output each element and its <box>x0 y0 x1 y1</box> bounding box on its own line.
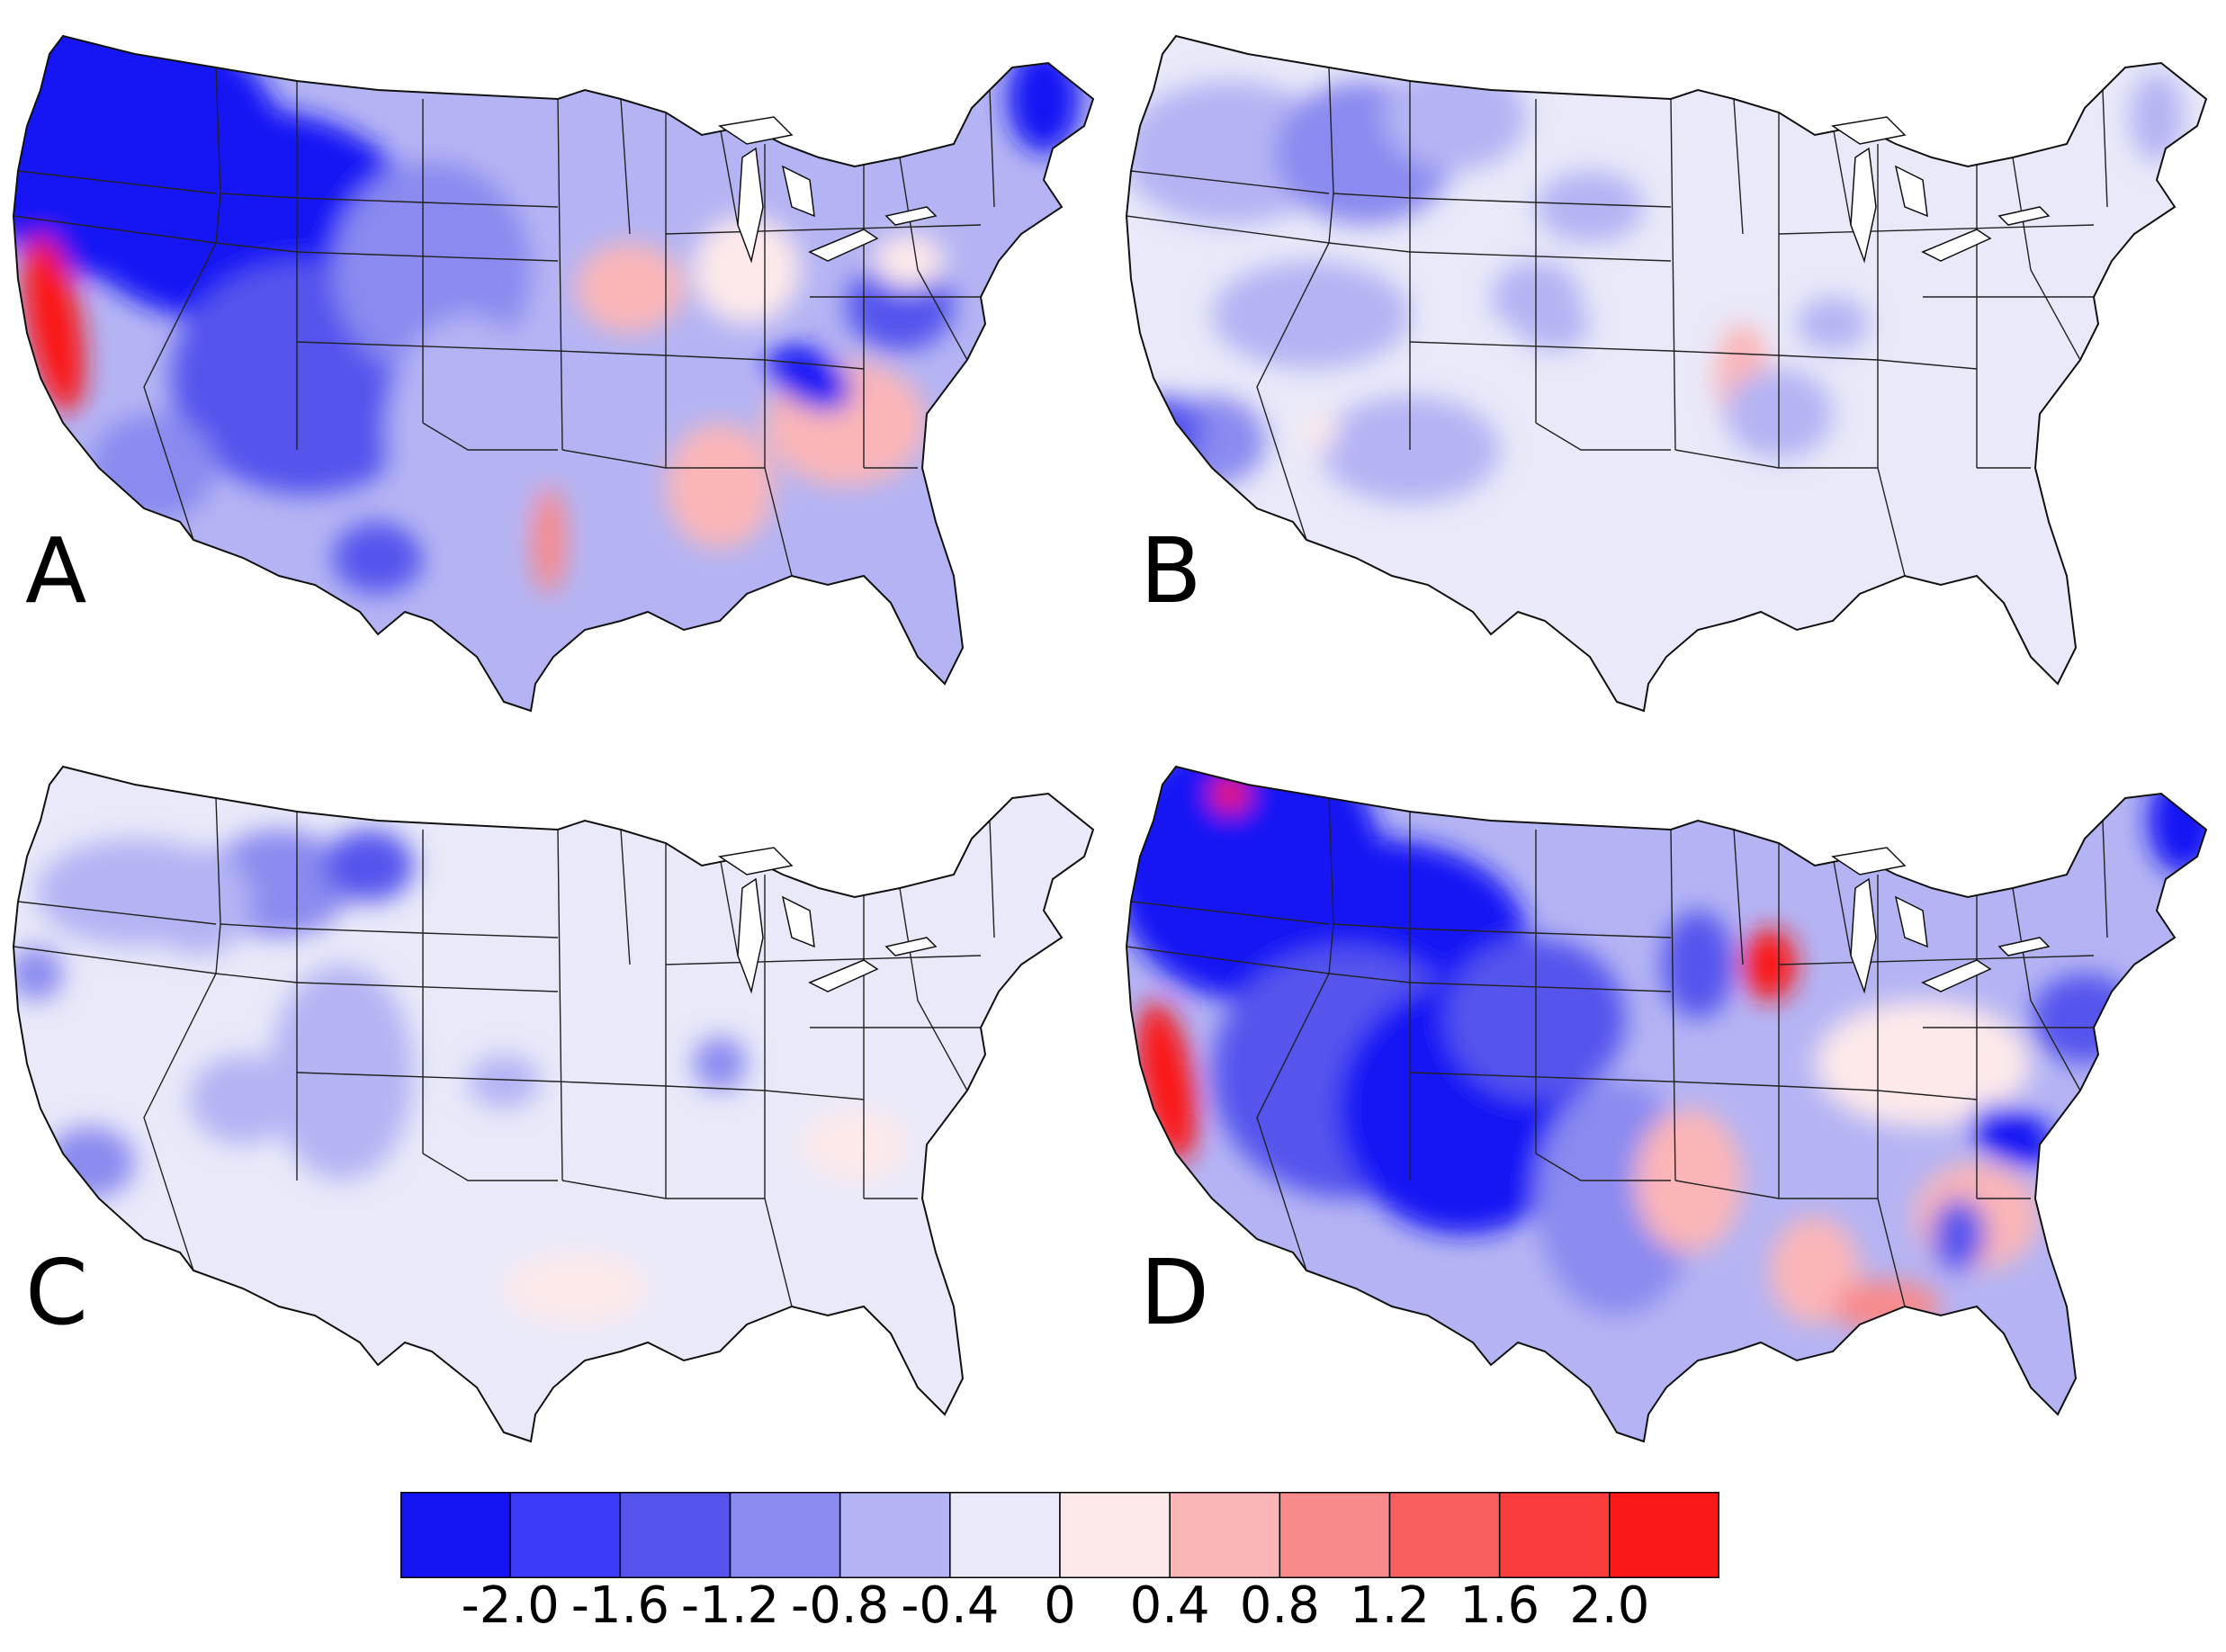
anomaly-patch <box>189 1055 297 1145</box>
map-b-svg <box>1125 34 2208 713</box>
panel-label-d: D <box>1140 1240 1210 1345</box>
map-panel-d: D <box>1113 731 2226 1461</box>
great-lakes <box>718 847 938 994</box>
anomaly-patch <box>693 216 801 324</box>
colorbar-swatch <box>1498 1492 1611 1578</box>
colorbar-swatch <box>400 1492 511 1578</box>
map-panel-c: C <box>0 731 1113 1461</box>
anomaly-patch <box>504 1252 648 1324</box>
colorbar-swatch <box>619 1492 732 1578</box>
colorbar-swatch <box>1059 1492 1171 1578</box>
great-lakes <box>718 116 938 264</box>
anomaly-patch <box>387 315 549 549</box>
anomaly-patch <box>666 423 774 549</box>
colorbar-tick-label: -1.6 <box>570 1576 669 1635</box>
anomaly-patch <box>468 1055 540 1109</box>
anomaly-patch <box>1635 1109 1743 1252</box>
anomaly-patch <box>1518 297 1590 351</box>
anomaly-patch <box>576 243 684 333</box>
colorbar-swatch <box>839 1492 951 1578</box>
state-boundaries <box>1126 797 2108 1307</box>
state-boundaries <box>1126 67 2108 577</box>
panel-label-a: A <box>25 518 87 624</box>
colorbar-tick-labels: -2.0 -1.6 -1.2 -0.8 -0.4 0 0.4 0.8 1.2 1.6 2.0 <box>0 1576 2226 1648</box>
panel-label-b: B <box>1140 518 1202 624</box>
anomaly-patch <box>13 947 63 1001</box>
map-d-svg <box>1125 765 2208 1443</box>
anomaly-patch <box>270 965 414 1181</box>
anomaly-patch <box>90 414 216 522</box>
anomaly-patch <box>1662 911 1734 1019</box>
colorbar-swatch <box>729 1492 841 1578</box>
anomaly-patch <box>1212 776 1248 812</box>
anomaly-patch <box>2031 974 2139 1064</box>
anomaly-patch <box>1797 297 1869 351</box>
map-c-svg <box>12 765 1095 1443</box>
anomaly-patch <box>2130 72 2184 162</box>
map-panel-a: A <box>0 0 1113 731</box>
colorbar-tick-label: -0.4 <box>901 1576 1000 1635</box>
great-lakes <box>1831 116 2051 264</box>
anomaly-patch <box>1833 1279 1941 1333</box>
colorbar <box>400 1492 1719 1578</box>
great-lakes <box>1831 847 2051 994</box>
anomaly-patch <box>1302 414 1338 450</box>
colorbar-tick-label: -0.8 <box>791 1576 890 1635</box>
anomaly-patch <box>1536 171 1644 243</box>
anomaly-patch <box>531 486 567 594</box>
state-boundaries <box>13 67 995 577</box>
anomaly-patch <box>144 848 252 956</box>
colorbar-swatch <box>1279 1492 1391 1578</box>
colorbar-tick-label: 1.2 <box>1349 1576 1431 1635</box>
panel-label-c: C <box>25 1240 88 1345</box>
anomaly-patch <box>873 234 945 288</box>
anomaly-patch <box>324 830 414 902</box>
anomaly-patch <box>801 1109 909 1181</box>
colorbar-tick-label: 0.8 <box>1239 1576 1320 1635</box>
colorbar-swatch <box>509 1492 622 1578</box>
anomaly-patch <box>2148 767 2206 875</box>
colorbar-swatch <box>1609 1492 1719 1578</box>
anomaly-patch <box>1212 261 1410 369</box>
anomaly-patch <box>693 1037 747 1091</box>
colorbar-swatch <box>1169 1492 1281 1578</box>
colorbar-swatch <box>949 1492 1061 1578</box>
anomaly-patch <box>22 235 85 413</box>
colorbar-tick-label: 2.0 <box>1569 1576 1650 1635</box>
anomaly-patch <box>1970 1104 2056 1167</box>
colorbar-swatch <box>1388 1492 1501 1578</box>
anomaly-patch <box>1743 929 1797 1001</box>
anomaly-field-a <box>13 36 1080 594</box>
anomaly-field-c <box>13 830 909 1324</box>
map-a-svg <box>12 34 1095 713</box>
colorbar-tick-label: -2.0 <box>461 1576 560 1635</box>
colorbar-tick-label: 0.4 <box>1129 1576 1210 1635</box>
colorbar-tick-label: 0 <box>1044 1576 1076 1635</box>
state-boundaries <box>13 797 995 1307</box>
colorbar-tick-label: -1.2 <box>680 1576 780 1635</box>
colorbar-tick-label: 1.6 <box>1459 1576 1540 1635</box>
anomaly-patch <box>1257 585 1401 639</box>
map-panel-b: B <box>1113 0 2226 731</box>
anomaly-patch <box>1932 1199 1986 1270</box>
anomaly-patch <box>333 522 423 594</box>
